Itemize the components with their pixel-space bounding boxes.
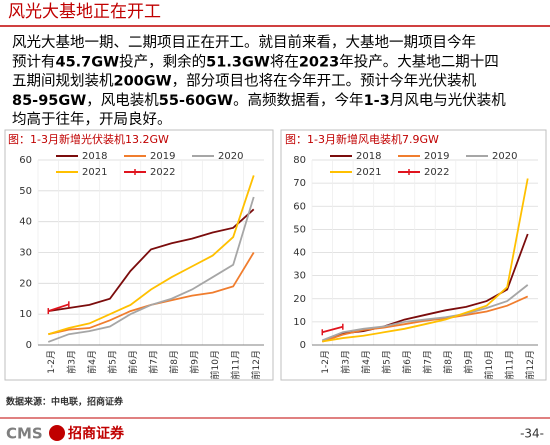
- paragraph-segment: 200GW: [114, 74, 172, 90]
- paragraph-segment: 1-3: [364, 93, 390, 109]
- series-line: [48, 208, 255, 312]
- source-note: 数据来源：中电联，招商证券: [6, 396, 124, 408]
- x-tick-label: 前6月: [401, 350, 413, 374]
- legend-label: 2021: [356, 167, 381, 178]
- paragraph-segment: 均高于往年，开局良好。: [12, 111, 172, 128]
- paragraph-segment: 风光大基地一期、二期项目正在开工。就目前来看，大基地一期项目今年: [12, 34, 476, 51]
- x-tick-label: 前10月: [209, 350, 221, 379]
- paragraph-segment: 85-95GW: [12, 93, 86, 109]
- x-tick-label: 前8月: [168, 350, 180, 374]
- series-line: [321, 295, 529, 343]
- paragraph-segment: 投产，剩余的: [119, 52, 206, 70]
- x-tick-label: 1-2月: [46, 350, 57, 374]
- x-tick-label: 前4月: [360, 350, 372, 374]
- chart-title: 图：1-3月新增风电装机7.9GW: [285, 132, 439, 146]
- y-tick-label: 50: [293, 224, 306, 235]
- x-tick-label: 前6月: [127, 350, 139, 374]
- y-tick-label: 10: [19, 309, 32, 320]
- x-tick-label: 前11月: [504, 350, 516, 379]
- x-tick-label: 前3月: [65, 350, 77, 374]
- x-tick-label: 前5月: [380, 350, 392, 374]
- paragraph-segment: 51.3GW: [206, 54, 270, 70]
- y-tick-label: 40: [19, 217, 32, 228]
- chart-frame: [280, 129, 547, 381]
- x-tick-label: 前8月: [442, 350, 454, 374]
- x-tick-label: 前5月: [106, 350, 118, 374]
- x-tick-label: 前7月: [148, 350, 160, 374]
- paragraph-segment: 将在: [270, 53, 299, 70]
- y-tick-label: 0: [300, 340, 306, 351]
- paragraph-segment: 55-60GW: [159, 93, 233, 109]
- x-tick-label: 前9月: [189, 350, 201, 374]
- paragraph-line: 预计有45.7GW投产，剩余的51.3GW将在2023年投产。大基地二期十四: [12, 52, 499, 70]
- footer-logo: CMS: [6, 425, 43, 443]
- x-tick-label: 1-2月: [320, 350, 331, 374]
- y-tick-label: 80: [293, 155, 306, 166]
- slide-title: 风光大基地正在开工: [8, 2, 161, 22]
- x-tick-label: 前12月: [250, 350, 262, 379]
- y-tick-label: 10: [293, 317, 306, 328]
- legend-label: 2021: [82, 167, 107, 178]
- x-tick-label: 前4月: [86, 350, 98, 374]
- series-line: [48, 175, 255, 336]
- series-line: [322, 178, 529, 343]
- paragraph-line: 85-95GW，风电装机55-60GW。高频数据看，今年1-3月风电与光伏装机: [12, 92, 506, 109]
- page-number: -34-: [520, 427, 544, 441]
- chart-title: 图：1-3月新增光伏装机13.2GW: [8, 132, 169, 146]
- series-line: [321, 284, 529, 342]
- y-tick-label: 30: [293, 271, 306, 282]
- legend-label: 2018: [82, 151, 107, 162]
- y-tick-label: 50: [19, 186, 32, 197]
- paragraph-segment: 。高频数据看，今年: [233, 92, 364, 109]
- paragraph-segment: 年投产。大基地二期十四: [339, 53, 499, 70]
- footer-company: 招商证券: [68, 425, 125, 442]
- paragraph-line: 均高于往年，开局良好。: [12, 111, 172, 128]
- series-line: [322, 325, 344, 334]
- chart-frame: [4, 129, 274, 381]
- paragraph-segment: 2023: [299, 54, 339, 70]
- legend-label: 2020: [218, 151, 243, 162]
- paragraph-segment: 月风电与光伏装机: [390, 92, 506, 109]
- x-tick-label: 前7月: [422, 350, 434, 374]
- x-tick-label: 前3月: [339, 350, 351, 374]
- y-tick-label: 60: [293, 201, 306, 212]
- paragraph-segment: 45.7GW: [56, 54, 120, 70]
- legend-label: 2018: [356, 151, 381, 162]
- paragraph-segment: ，部分项目也将在今年开工。预计今年光伏装机: [172, 73, 477, 90]
- y-tick-label: 60: [19, 155, 32, 166]
- legend-label: 2022: [424, 167, 449, 178]
- series-line: [47, 303, 70, 312]
- series-line: [47, 196, 255, 343]
- y-tick-label: 70: [293, 178, 306, 189]
- paragraph-segment: 预计有: [12, 53, 56, 70]
- x-tick-label: 前12月: [524, 350, 536, 379]
- paragraph-segment: ，风电装机: [86, 92, 159, 109]
- y-tick-label: 20: [293, 294, 306, 305]
- legend-label: 2019: [424, 151, 449, 162]
- legend-label: 2022: [150, 167, 175, 178]
- paragraph-line: 风光大基地一期、二期项目正在开工。就目前来看，大基地一期项目今年: [12, 34, 476, 51]
- paragraph-segment: 五期间规划装机: [12, 73, 114, 90]
- y-tick-label: 40: [293, 248, 306, 259]
- y-tick-label: 20: [19, 278, 32, 289]
- legend-label: 2020: [492, 151, 517, 162]
- x-tick-label: 前10月: [483, 350, 495, 379]
- logo-icon: [49, 425, 65, 441]
- y-tick-label: 30: [19, 248, 32, 259]
- x-tick-label: 前11月: [230, 350, 242, 379]
- y-tick-label: 0: [26, 340, 32, 351]
- x-tick-label: 前9月: [463, 350, 475, 374]
- paragraph-line: 五期间规划装机200GW，部分项目也将在今年开工。预计今年光伏装机: [12, 73, 477, 90]
- legend-label: 2019: [150, 151, 175, 162]
